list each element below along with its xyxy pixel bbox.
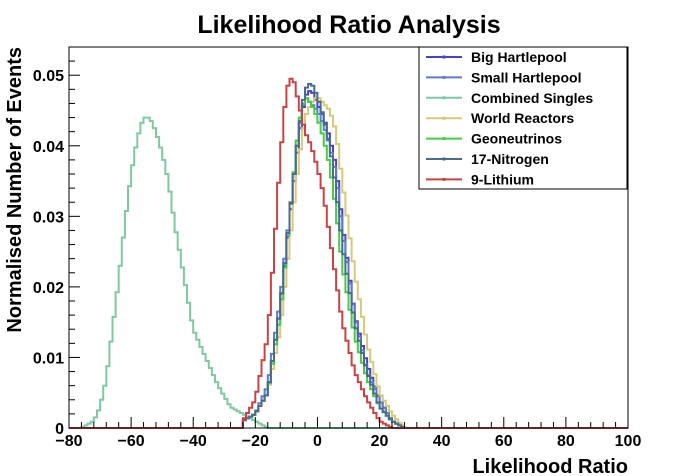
y-tick-label: 0.01 bbox=[33, 350, 64, 367]
legend-label: Small Hartlepool bbox=[471, 69, 581, 85]
x-tick-label: 0 bbox=[313, 433, 322, 450]
x-tick-label: 40 bbox=[433, 433, 451, 450]
plot-frame bbox=[68, 46, 629, 429]
x-axis-label: Likelihood Ratio bbox=[472, 456, 628, 476]
x-tick-label: 20 bbox=[371, 433, 389, 450]
y-tick-label: 0.03 bbox=[33, 209, 64, 226]
x-tick-label: −60 bbox=[118, 433, 145, 450]
legend-marker bbox=[442, 75, 446, 79]
x-tick-label: −40 bbox=[180, 433, 207, 450]
chart-title: Likelihood Ratio Analysis bbox=[197, 11, 500, 39]
legend-label: World Reactors bbox=[471, 110, 574, 126]
legend-label: Combined Singles bbox=[471, 90, 593, 106]
legend-label: Geoneutrinos bbox=[471, 131, 562, 147]
x-tick-label: −80 bbox=[55, 433, 82, 450]
x-tick-label: −20 bbox=[242, 433, 269, 450]
legend-marker bbox=[442, 177, 446, 181]
y-axis-label: Normalised Number of Events bbox=[4, 47, 26, 333]
y-tick-label: 0.05 bbox=[33, 68, 64, 85]
legend-marker bbox=[442, 137, 446, 141]
series-5-histogram bbox=[69, 83, 628, 429]
x-tick-label: 60 bbox=[495, 433, 513, 450]
y-tick-label: 0.02 bbox=[33, 280, 64, 297]
axes-layer: −80 −60 −40 −20 0 20 40 60 80 100 0 0.01 0.02 0.03 0.0… bbox=[33, 60, 642, 450]
y-tick-label: 0.04 bbox=[33, 139, 64, 156]
series-6-histogram bbox=[69, 77, 628, 429]
series-2-histogram bbox=[69, 116, 628, 429]
x-tick-label: 80 bbox=[557, 433, 575, 450]
legend-label: Big Hartlepool bbox=[471, 49, 567, 65]
series-layer bbox=[69, 77, 628, 429]
legend-marker bbox=[442, 157, 446, 161]
y-tick-label: 0 bbox=[55, 421, 64, 438]
legend-marker bbox=[442, 116, 446, 120]
legend-marker bbox=[442, 96, 446, 100]
legend-label: 9-Lithium bbox=[471, 171, 534, 187]
chart-legend: Big Hartlepool Small Hartlepool Combined S… bbox=[418, 46, 628, 190]
legend-marker bbox=[442, 55, 446, 59]
legend-label: 17-Nitrogen bbox=[471, 151, 549, 167]
x-tick-label: 100 bbox=[615, 433, 642, 450]
